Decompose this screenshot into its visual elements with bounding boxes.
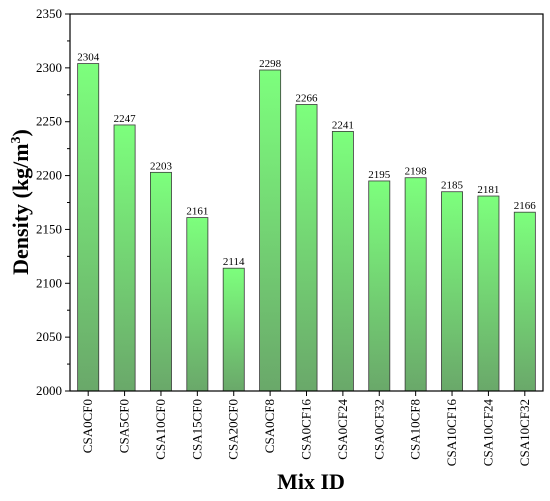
x-tick-label: CSA10CF8 [408,399,423,460]
y-tick-label: 2350 [36,6,62,21]
x-axis-title: Mix ID [277,469,345,494]
x-tick-label: CSA0CF24 [335,399,350,460]
bar-csa0cf8 [259,69,282,392]
y-tick-label: 2300 [36,60,62,75]
value-label: 2185 [441,180,464,192]
y-tick-label: 2100 [36,275,62,290]
x-tick-label: CSA0CF8 [262,399,277,453]
value-label: 2181 [477,184,499,196]
x-tick-label: CSA10CF32 [517,399,532,466]
x-tick-label: CSA10CF0 [153,399,168,460]
y-ticks-layer: 2000 2050 2100 2150 2200 2250 2300 2350 [36,6,70,398]
value-label: 2166 [514,200,537,212]
y-axis-title-close: ) [8,129,33,136]
value-label: 2304 [77,52,100,64]
value-label: 2203 [150,160,173,172]
value-label: 2161 [186,206,208,218]
x-tick-label: CSA5CF0 [117,399,132,453]
x-tick-label: CSA0CF0 [80,399,95,453]
value-label: 2195 [368,169,391,181]
bar-csa0cf16 [295,104,318,392]
y-tick-label: 2050 [36,329,62,344]
bar-csa5cf0 [113,124,136,392]
bar-csa10cf32 [513,211,536,392]
x-tick-label: CSA10CF24 [480,399,495,467]
x-tick-label: CSA0CF16 [299,399,314,460]
bar-csa10cf0 [150,171,172,392]
bar-csa10cf16 [441,191,463,392]
value-label: 2247 [114,113,137,125]
y-tick-label: 2200 [36,168,62,183]
value-label: 2198 [405,166,428,178]
value-label: 2114 [223,256,245,268]
bar-csa0cf0 [77,63,100,392]
y-tick-label: 2150 [36,221,62,236]
x-ticks-layer: CSA0CF0 CSA5CF0 CSA10CF0 CSA15CF0 CSA20CF0 CS… [80,391,532,466]
bar-csa20cf0 [222,267,245,392]
y-tick-label: 2250 [36,114,62,129]
x-tick-label: CSA0CF32 [371,399,386,460]
bar-csa0cf24 [331,131,354,392]
y-axis-title: Density (kg/m3) [8,129,33,275]
value-label: 2298 [259,58,282,70]
bar-csa10cf8 [404,177,427,392]
x-tick-label: CSA10CF16 [444,399,459,467]
bars-layer [77,63,536,392]
bar-csa15cf0 [186,217,209,392]
bar-csa0cf32 [368,180,391,392]
y-tick-label: 2000 [36,383,62,398]
value-labels-layer: 2304 2247 2203 2161 2114 2298 2266 2241 2195 2198… [77,52,536,269]
value-label: 2266 [296,92,319,104]
y-axis-title-main: Density (kg/m [8,143,33,274]
x-tick-label: CSA15CF0 [189,399,204,460]
bar-csa10cf24 [477,195,500,392]
value-label: 2241 [332,119,354,131]
y-axis-title-superscript: 3 [9,136,24,143]
x-tick-label: CSA20CF0 [226,399,241,460]
